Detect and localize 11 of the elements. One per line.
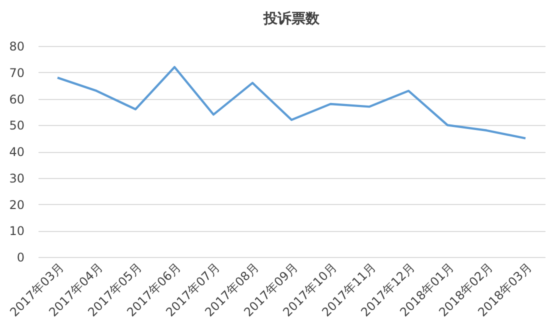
y-tick-label: 20 [9, 198, 24, 212]
y-tick-label: 0 [16, 250, 24, 264]
y-tick-label: 50 [9, 118, 24, 133]
line-series [56, 66, 527, 140]
chart-title: 投诉票数 [262, 11, 320, 27]
y-tick-label: 80 [9, 40, 24, 54]
y-tick-label: 30 [9, 171, 24, 186]
y-tick-label: 70 [9, 66, 24, 80]
y-tick-label: 40 [9, 145, 24, 159]
y-tick-label: 60 [9, 92, 24, 106]
y-tick-label: 10 [9, 224, 24, 238]
